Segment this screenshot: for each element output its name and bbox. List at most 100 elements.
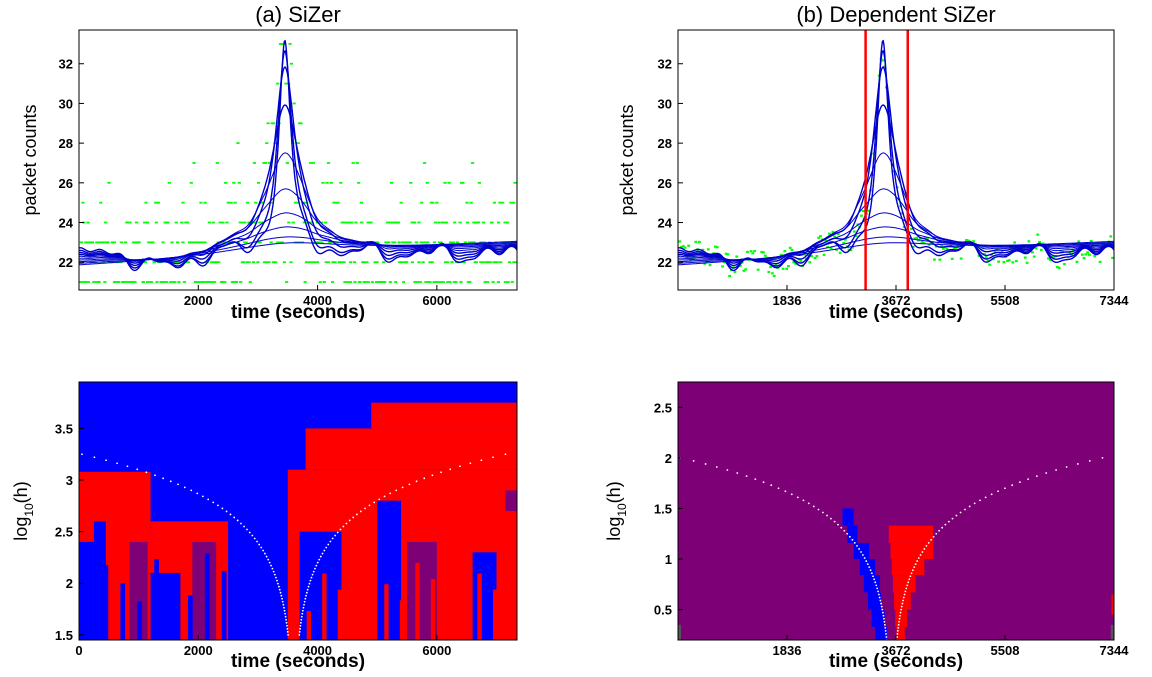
window-dot — [285, 621, 288, 624]
window-dot — [973, 502, 976, 505]
scatter-point — [199, 201, 203, 204]
window-dot — [726, 469, 729, 471]
panel-b-map-area — [678, 382, 1114, 641]
map-region-sparse — [1110, 624, 1114, 640]
scatter-point — [366, 221, 370, 224]
window-dot — [154, 474, 156, 477]
panel-a-map-frame — [78, 381, 518, 641]
map-region-increasing — [853, 542, 870, 560]
scatter-point — [1032, 255, 1036, 258]
scatter-point — [447, 181, 451, 184]
scatter-point — [196, 241, 200, 244]
scatter-point — [708, 264, 712, 267]
scatter-point — [137, 241, 141, 244]
scatter-point — [1098, 260, 1102, 263]
window-dot — [990, 493, 993, 496]
scatter-point — [326, 162, 331, 164]
window-dot — [938, 529, 941, 532]
scatter-point — [772, 274, 776, 278]
scatter-point — [269, 241, 273, 244]
window-dot — [858, 548, 860, 550]
window-dot — [853, 541, 856, 544]
window-dot — [299, 627, 301, 630]
scatter-point — [941, 247, 945, 250]
smooth-curve — [678, 240, 1114, 266]
scatter-point — [1039, 248, 1043, 252]
scatter-point — [251, 261, 256, 264]
scatter-point — [107, 181, 111, 184]
scatter-point — [84, 241, 88, 244]
scatter-point — [393, 241, 397, 244]
scatter-point — [260, 221, 264, 224]
scatter-point — [173, 281, 177, 283]
scatter-point — [1013, 241, 1017, 244]
panel-b-map-xtick-label: 3672 — [882, 643, 911, 658]
window-dot — [1011, 484, 1014, 487]
window-dot — [826, 514, 828, 517]
window-dot — [692, 460, 695, 462]
window-dot — [480, 459, 483, 462]
window-dot — [342, 525, 345, 528]
map-stripe-decreasing — [306, 611, 312, 640]
panel-b-ytick-label: 22 — [658, 255, 672, 270]
window-dot — [901, 602, 904, 605]
scatter-point — [836, 232, 840, 236]
map-stripe-decreasing — [508, 605, 513, 640]
panel-a-map-xtick-label: 6000 — [422, 643, 451, 658]
window-dot — [997, 490, 999, 493]
panel-a-ytick-label: 26 — [59, 176, 73, 191]
map-stripe-increasing — [120, 583, 126, 640]
window-dot — [874, 581, 877, 584]
scatter-point — [945, 247, 949, 250]
map-region-decreasing — [888, 525, 934, 543]
panel-a-map-xtick-label: 2000 — [184, 643, 213, 658]
scatter-point — [314, 241, 318, 244]
panel-a-ytick-label: 28 — [59, 136, 73, 151]
window-dot — [897, 623, 900, 626]
window-dot — [908, 578, 911, 581]
window-dot — [280, 594, 283, 597]
map-region-decreasing — [895, 609, 908, 627]
window-dot — [368, 504, 371, 507]
scatter-point — [977, 254, 981, 257]
scatter-point — [247, 261, 251, 264]
panel-a-map-ytick-label: 2.5 — [55, 525, 73, 540]
scatter-point — [256, 181, 261, 184]
scatter-point — [443, 261, 448, 264]
scatter-point — [114, 281, 118, 283]
window-dot — [262, 549, 265, 552]
map-region-sparse — [678, 624, 681, 640]
panel-b-map-ytick-label: 0.5 — [654, 603, 672, 618]
panel-a-map-ytick-label: 1.5 — [55, 628, 73, 643]
window-dot — [883, 617, 885, 620]
window-dot — [253, 537, 256, 540]
scatter-point — [463, 241, 467, 244]
scatter-point — [189, 181, 193, 184]
window-dot — [884, 629, 887, 632]
window-dot — [303, 603, 305, 606]
panel-a-ylabel: packet counts — [20, 104, 40, 215]
window-dot — [984, 496, 987, 499]
map-region-not_significant — [192, 541, 217, 640]
scatter-point — [822, 253, 826, 256]
scatter-point — [431, 201, 435, 204]
window-dot — [298, 633, 301, 636]
scatter-point — [959, 257, 963, 260]
scatter-point — [289, 62, 294, 65]
scatter-point — [282, 261, 287, 264]
scatter-point — [749, 250, 753, 253]
scatter-point — [506, 281, 510, 283]
scatter-point — [413, 281, 417, 283]
window-dot — [201, 495, 204, 498]
window-dot — [951, 517, 954, 520]
scatter-point — [399, 261, 403, 264]
window-dot — [299, 621, 302, 624]
scatter-point — [965, 238, 968, 242]
window-dot — [236, 519, 239, 522]
window-dot — [880, 602, 882, 605]
scatter-point — [130, 281, 134, 283]
scatter-point — [90, 241, 95, 244]
scatter-point — [701, 248, 705, 251]
scatter-point — [311, 261, 315, 264]
